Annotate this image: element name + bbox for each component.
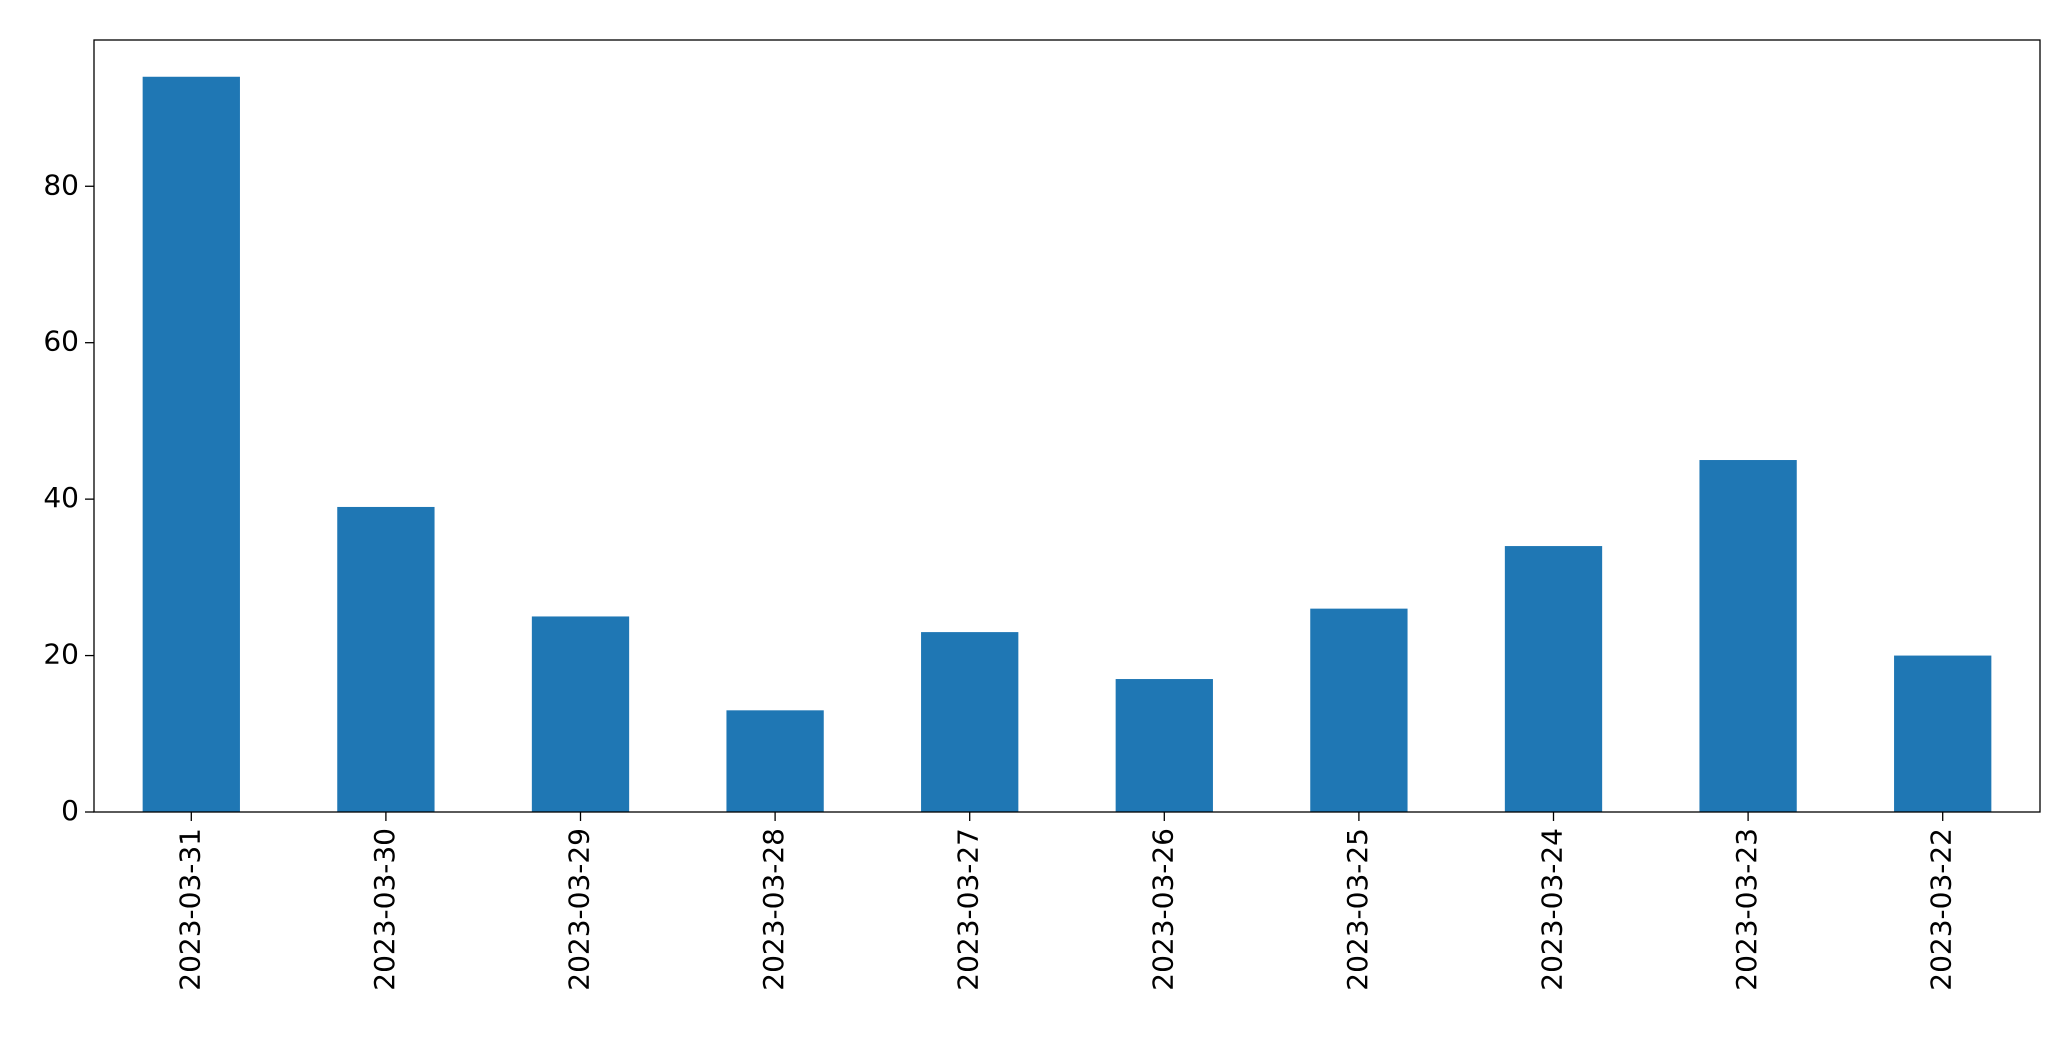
y-tick-label: 20 — [43, 638, 79, 671]
bar — [1115, 679, 1213, 812]
x-tick-label: 2023-03-23 — [1730, 828, 1763, 991]
axes-frame — [93, 39, 2041, 813]
x-tick-label: 2023-03-22 — [1925, 828, 1958, 991]
x-tick-label: 2023-03-31 — [173, 828, 206, 991]
bar — [1699, 460, 1797, 812]
y-tick-label: 80 — [43, 168, 79, 201]
x-tick-label: 2023-03-25 — [1341, 828, 1374, 991]
x-tick-label: 2023-03-26 — [1146, 828, 1179, 991]
x-tick-label: 2023-03-27 — [952, 828, 985, 991]
x-tick-label: 2023-03-28 — [757, 828, 790, 991]
bar — [1504, 546, 1603, 812]
bar — [1894, 655, 1992, 812]
bar — [142, 76, 240, 812]
bar — [531, 616, 630, 812]
y-tick-label: 40 — [43, 481, 79, 514]
bar — [337, 506, 435, 812]
y-tick-label: 60 — [43, 325, 79, 358]
x-tick-label: 2023-03-30 — [368, 828, 401, 991]
bar — [921, 632, 1019, 812]
x-tick-label: 2023-03-24 — [1536, 828, 1569, 991]
bar — [726, 710, 824, 812]
bar — [1310, 608, 1408, 812]
y-tick-label: 0 — [61, 794, 79, 827]
x-tick-label: 2023-03-29 — [563, 828, 596, 991]
